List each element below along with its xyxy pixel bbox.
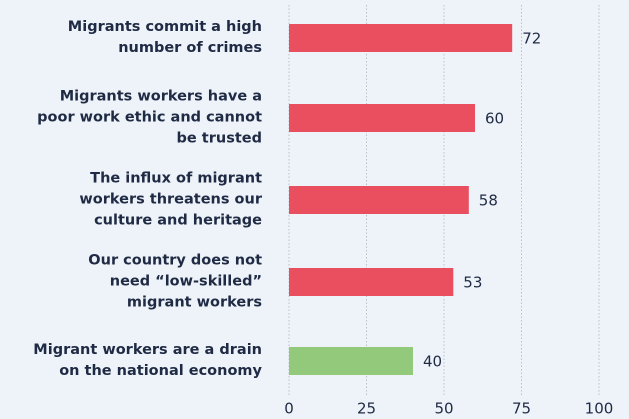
value-label: 53	[463, 274, 482, 292]
category-label: Migrants commit a high number of crimes	[67, 19, 262, 56]
x-tick-label: 50	[434, 400, 453, 418]
value-label: 58	[479, 192, 498, 210]
category-label: The influx of migrant workers threatens …	[79, 170, 262, 229]
category-label: Our country does not need “low-skilled” …	[88, 252, 262, 311]
value-label: 72	[522, 30, 541, 48]
category-label: Migrant workers are a drain on the natio…	[33, 342, 262, 379]
category-label: Migrants workers have a poor work ethic …	[37, 88, 262, 147]
value-label: 40	[423, 353, 442, 371]
bar	[289, 24, 513, 52]
x-tick-label: 0	[284, 400, 294, 418]
value-label: 60	[485, 110, 504, 128]
bar	[289, 104, 475, 132]
x-tick-label: 25	[357, 400, 376, 418]
bar	[289, 268, 454, 296]
x-tick-label: 100	[585, 400, 614, 418]
bar	[289, 186, 469, 214]
bar	[289, 347, 413, 375]
x-tick-label: 75	[512, 400, 531, 418]
